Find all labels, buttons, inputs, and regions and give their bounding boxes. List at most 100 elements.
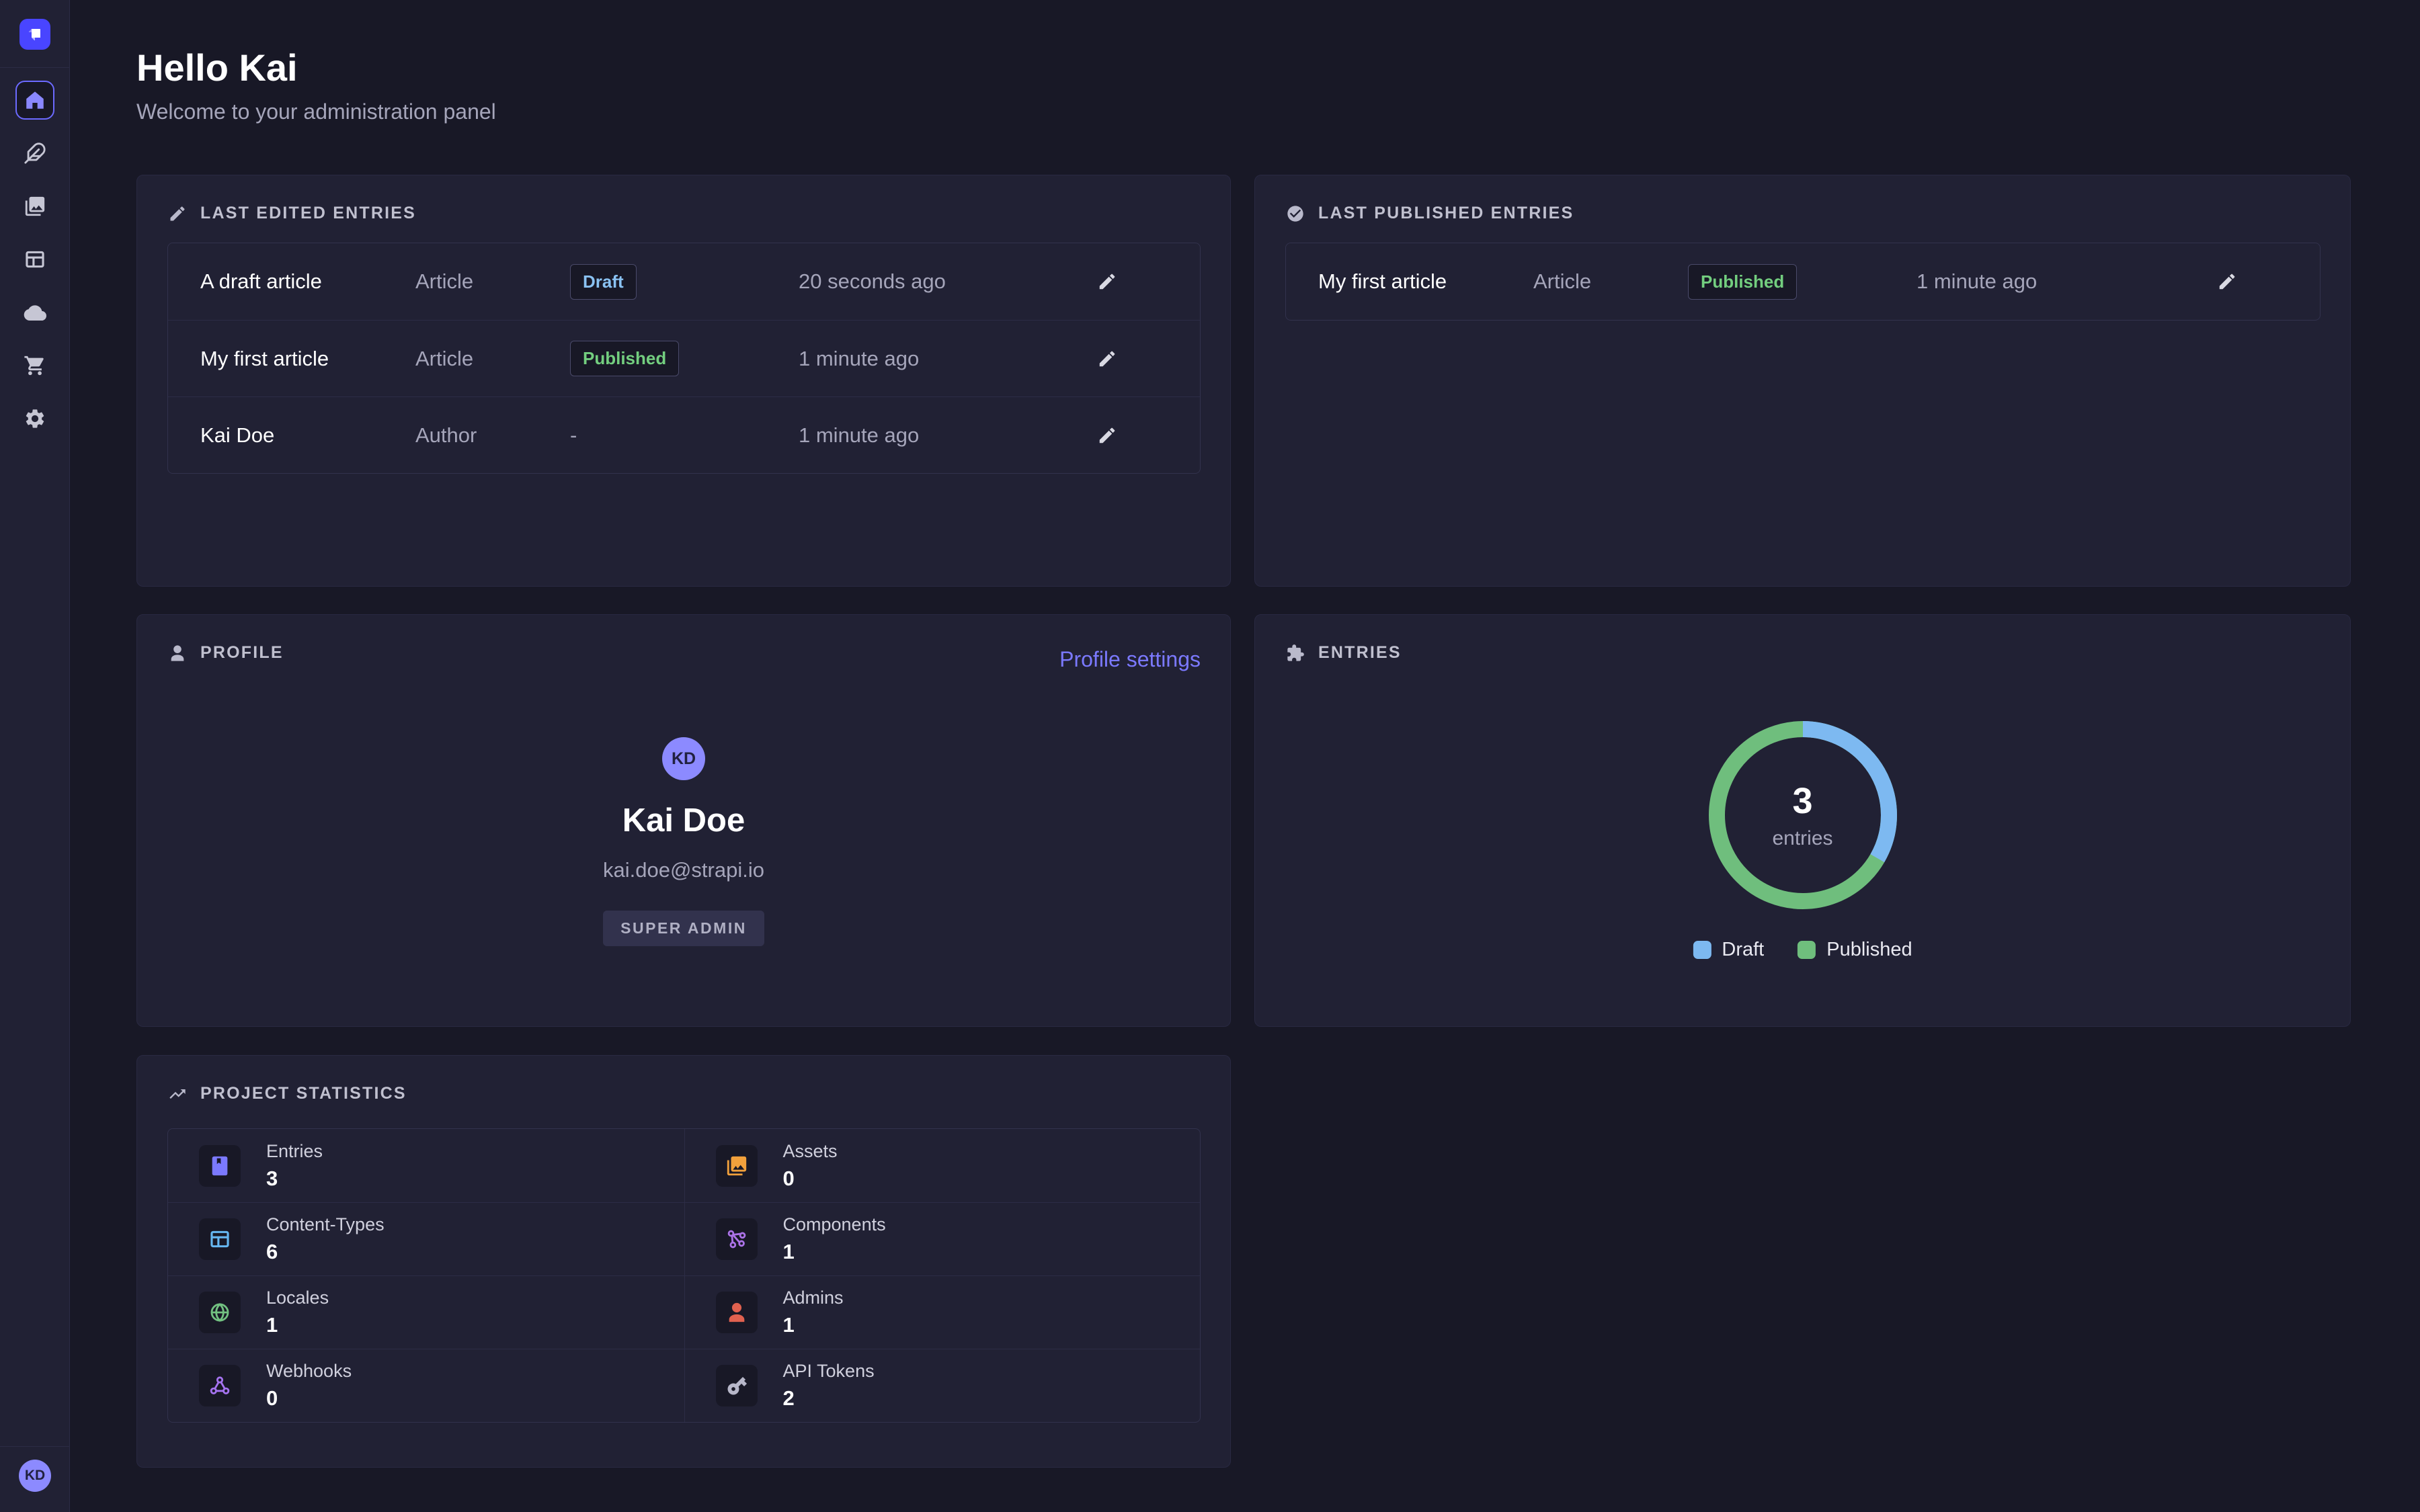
legend-item-published: Published: [1798, 939, 1912, 961]
card-title: ENTRIES: [1318, 643, 1402, 662]
stat-value: 6: [266, 1240, 278, 1263]
entry-type: Author: [415, 423, 477, 447]
stat-label: Locales: [266, 1288, 329, 1308]
last-published-entries-table: My first article Article Published 1 min…: [1285, 243, 2321, 321]
puzzle-icon: [1286, 644, 1305, 663]
sidebar-item-content-manager[interactable]: [15, 134, 54, 173]
avatar: KD: [662, 737, 705, 780]
legend-label: Published: [1826, 939, 1912, 960]
stat-value: 2: [782, 1386, 795, 1410]
avatar-initials: KD: [671, 749, 696, 768]
entries-header: ENTRIES: [1286, 643, 1402, 663]
sidebar: KD: [0, 0, 70, 1512]
stat-locales: Locales 1: [168, 1275, 684, 1349]
sidebar-item-deploy[interactable]: [15, 293, 54, 332]
stat-components: Components 1: [684, 1202, 1200, 1275]
card-title: PROJECT STATISTICS: [200, 1084, 407, 1103]
layout-icon: [208, 1228, 231, 1251]
stat-label: Content-Types: [266, 1214, 385, 1234]
profile-body: KD Kai Doe kai.doe@strapi.io SUPER ADMIN: [137, 737, 1230, 946]
entries-card: ENTRIES 3 entries Draft Published: [1254, 614, 2351, 1027]
sidebar-item-settings[interactable]: [15, 399, 54, 438]
sidebar-item-marketplace[interactable]: [15, 346, 54, 385]
pencil-icon: [2217, 271, 2237, 292]
entry-type: Article: [1533, 269, 1592, 293]
table-row[interactable]: A draft article Article Draft 20 seconds…: [168, 243, 1200, 320]
user-icon: [725, 1301, 748, 1324]
stat-value: 1: [782, 1313, 795, 1337]
sidebar-item-content-type-builder[interactable]: [15, 240, 54, 279]
legend-swatch-published: [1798, 941, 1816, 959]
status-badge: Published: [1688, 263, 1798, 300]
pencil-icon: [1097, 425, 1117, 446]
cloud-icon: [24, 301, 46, 324]
webhook-icon: [208, 1374, 231, 1397]
last-edited-entries-card: LAST EDITED ENTRIES A draft article Arti…: [136, 175, 1231, 587]
table-row[interactable]: Kai Doe Author - 1 minute ago: [168, 396, 1200, 473]
pencil-icon: [168, 204, 187, 223]
sidebar-item-home[interactable]: [15, 81, 54, 120]
page-title: Hello Kai: [136, 46, 298, 89]
stat-value: 0: [266, 1386, 278, 1410]
card-title: LAST PUBLISHED ENTRIES: [1318, 204, 1574, 222]
last-published-entries-card: LAST PUBLISHED ENTRIES My first article …: [1254, 175, 2351, 587]
legend-item-draft: Draft: [1693, 939, 1764, 961]
key-icon: [725, 1374, 748, 1397]
feather-icon: [24, 142, 46, 165]
entry-time: 1 minute ago: [799, 346, 920, 370]
edit-entry-button[interactable]: [1097, 349, 1117, 369]
sidebar-nav: [0, 81, 70, 438]
stat-label: API Tokens: [782, 1361, 875, 1381]
stat-label: Entries: [266, 1140, 323, 1161]
stat-label: Components: [782, 1214, 886, 1234]
images-icon: [725, 1154, 748, 1177]
nodes-icon: [725, 1228, 748, 1251]
edit-entry-button[interactable]: [1097, 425, 1117, 446]
profile-name: Kai Doe: [622, 802, 745, 839]
layout-icon: [24, 248, 46, 271]
entry-time: 1 minute ago: [799, 423, 920, 447]
entry-name: My first article: [1318, 269, 1447, 293]
stat-label: Assets: [782, 1140, 838, 1161]
chart-legend: Draft Published: [1693, 939, 1912, 961]
profile-settings-link[interactable]: Profile settings: [1059, 647, 1201, 671]
entry-time: 20 seconds ago: [799, 269, 946, 293]
stat-assets: Assets 0: [684, 1129, 1201, 1202]
card-title: LAST EDITED ENTRIES: [200, 204, 416, 222]
last-published-entries-header: LAST PUBLISHED ENTRIES: [1286, 204, 1574, 223]
strapi-logo[interactable]: [19, 19, 50, 50]
project-statistics-card: PROJECT STATISTICS Entries 3 Assets 0 Co…: [136, 1055, 1231, 1468]
stat-value: 3: [266, 1166, 278, 1190]
card-title: PROFILE: [200, 643, 284, 662]
last-edited-entries-table: A draft article Article Draft 20 seconds…: [167, 243, 1201, 474]
page-subtitle: Welcome to your administration panel: [136, 99, 496, 124]
statistics-grid: Entries 3 Assets 0 Content-Types 6 Compo…: [167, 1128, 1201, 1423]
pencil-icon: [1097, 349, 1117, 369]
entry-name: A draft article: [200, 269, 322, 293]
book-icon: [208, 1154, 231, 1177]
stat-content-types: Content-Types 6: [168, 1202, 684, 1275]
globe-icon: [208, 1301, 231, 1324]
stat-admins: Admins 1: [684, 1275, 1200, 1349]
stat-label: Admins: [782, 1288, 844, 1308]
role-badge: SUPER ADMIN: [603, 911, 764, 946]
stat-value: 0: [782, 1166, 795, 1190]
entry-time: 1 minute ago: [1917, 269, 2038, 293]
sidebar-user-avatar[interactable]: KD: [19, 1460, 51, 1492]
status-empty: -: [570, 423, 577, 447]
edit-entry-button[interactable]: [2217, 271, 2237, 292]
home-icon: [24, 89, 46, 112]
donut-draft-arc: [1708, 721, 1897, 909]
stat-entries: Entries 3: [168, 1129, 684, 1202]
table-row[interactable]: My first article Article Published 1 min…: [1286, 243, 2320, 320]
stat-value: 1: [782, 1240, 795, 1263]
cart-icon: [24, 354, 46, 377]
entry-type: Article: [415, 346, 474, 370]
table-row[interactable]: My first article Article Published 1 min…: [168, 320, 1200, 396]
sidebar-item-media-library[interactable]: [15, 187, 54, 226]
legend-label: Draft: [1722, 939, 1765, 960]
edit-entry-button[interactable]: [1097, 271, 1117, 292]
sidebar-user-initials: KD: [24, 1468, 46, 1483]
status-badge: Published: [570, 341, 680, 376]
trend-up-icon: [168, 1085, 187, 1103]
